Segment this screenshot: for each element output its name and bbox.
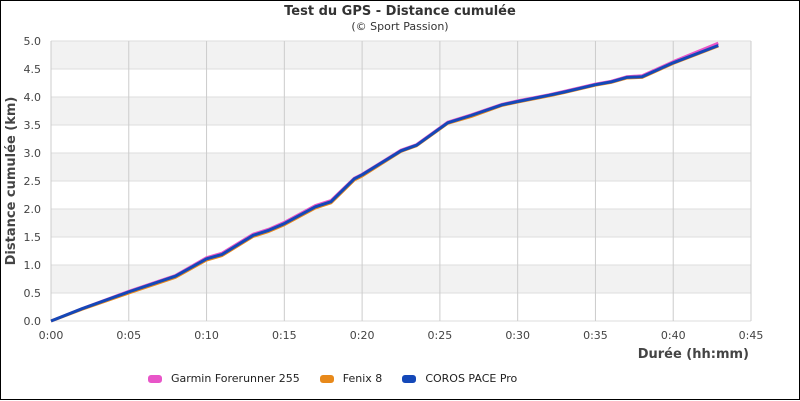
y-tick-label: 2.5 (24, 175, 42, 188)
y-tick-label: 4.0 (24, 91, 42, 104)
x-tick-label: 0:15 (272, 329, 297, 342)
chart-title: Test du GPS - Distance cumulée (284, 4, 516, 19)
x-axis-label: Durée (hh:mm) (638, 347, 749, 362)
legend-label: Garmin Forerunner 255 (171, 372, 300, 385)
x-tick-label: 0:20 (350, 329, 375, 342)
legend-swatch-icon (319, 374, 334, 383)
y-tick-label: 2.0 (24, 203, 42, 216)
legend-item[interactable]: COROS PACE Pro (402, 372, 517, 385)
x-tick-label: 0:25 (428, 329, 453, 342)
y-tick-label: 3.5 (24, 119, 42, 132)
chart-legend: Garmin Forerunner 255 Fenix 8 COROS PACE P… (148, 372, 537, 385)
legend-swatch-icon (148, 374, 162, 383)
legend-item[interactable]: Garmin Forerunner 255 (148, 372, 300, 385)
y-tick-label: 4.5 (24, 63, 42, 76)
y-axis-label: Distance cumulée (km) (4, 97, 19, 266)
y-tick-label: 0.5 (24, 287, 42, 300)
x-tick-label: 0:10 (194, 329, 219, 342)
x-tick-label: 0:30 (505, 329, 530, 342)
x-tick-label: 0:40 (661, 329, 686, 342)
x-axis-ticks: 0:00 0:05 0:10 0:15 0:20 0:25 0:30 0:35 0:40 0:45 (39, 329, 764, 342)
y-tick-label: 5.0 (24, 35, 42, 48)
series-lines (50, 41, 719, 323)
legend-item[interactable]: Fenix 8 (319, 372, 383, 385)
series-line (50, 44, 719, 323)
legend-label: Fenix 8 (342, 372, 383, 385)
y-axis-ticks: 0.0 0.5 1.0 1.5 2.0 2.5 3.0 3.5 4.0 4.5 5.0 (24, 35, 42, 328)
x-tick-label: 0:00 (39, 329, 64, 342)
y-tick-label: 3.0 (24, 147, 42, 160)
legend-swatch-icon (402, 374, 417, 383)
x-tick-label: 0:05 (116, 329, 141, 342)
x-tick-label: 0:35 (583, 329, 608, 342)
y-tick-label: 1.0 (24, 259, 42, 272)
grid-bands (51, 41, 751, 321)
legend-label: COROS PACE Pro (425, 372, 518, 385)
x-tick-label: 0:45 (739, 329, 764, 342)
y-tick-label: 0.0 (24, 315, 42, 328)
grid-lines (50, 40, 752, 322)
chart-subtitle: (© Sport Passion) (351, 20, 449, 33)
y-tick-label: 1.5 (24, 231, 42, 244)
